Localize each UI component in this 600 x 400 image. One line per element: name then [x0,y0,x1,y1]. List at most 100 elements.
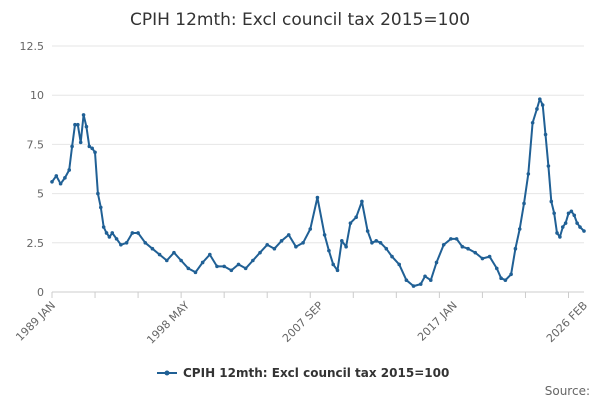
data-point[interactable] [466,246,470,251]
data-point[interactable] [499,276,503,281]
data-point[interactable] [186,266,191,271]
data-point[interactable] [428,278,433,282]
data-point[interactable] [157,252,162,257]
data-point[interactable] [93,150,97,155]
data-point[interactable] [423,274,427,279]
data-point[interactable] [522,201,526,206]
data-point[interactable] [272,246,277,251]
data-point[interactable] [78,140,83,145]
data-point[interactable] [335,268,340,273]
data-point[interactable] [560,225,565,229]
data-point[interactable] [360,199,364,204]
data-point[interactable] [365,229,370,233]
data-point[interactable] [374,239,379,243]
data-point[interactable] [503,278,508,282]
data-point[interactable] [582,229,586,233]
data-point[interactable] [441,242,446,247]
data-point[interactable] [301,241,305,245]
data-point[interactable] [513,246,518,251]
data-point[interactable] [494,266,499,271]
data-point[interactable] [555,231,559,235]
data-point[interactable] [50,179,54,184]
data-point[interactable] [552,211,556,216]
data-point[interactable] [73,122,77,127]
data-point[interactable] [404,278,409,282]
data-point[interactable] [370,241,374,245]
data-point[interactable] [378,241,383,245]
data-point[interactable] [575,221,579,225]
data-point[interactable] [265,242,270,247]
data-point[interactable] [251,258,255,263]
legend-label[interactable]: CPIH 12mth: Excl council tax 2015=100 [183,366,449,380]
data-point[interactable] [215,264,219,269]
data-point[interactable] [119,242,123,247]
data-point[interactable] [322,233,327,237]
data-point[interactable] [454,237,459,241]
data-point[interactable] [538,97,542,101]
data-point[interactable] [286,233,291,237]
data-point[interactable] [578,225,582,229]
data-point[interactable] [98,205,103,210]
data-point[interactable] [572,213,577,218]
data-point[interactable] [449,237,453,241]
data-point[interactable] [236,262,241,267]
data-point[interactable] [354,215,358,220]
data-point[interactable] [473,250,478,255]
data-point[interactable] [164,258,169,263]
data-point[interactable] [179,258,183,263]
data-point[interactable] [540,103,545,107]
data-point[interactable] [63,176,67,180]
data-point[interactable] [569,209,574,214]
data-point[interactable] [258,250,262,255]
data-point[interactable] [331,262,336,267]
data-point[interactable] [509,272,513,277]
data-point[interactable] [222,264,226,269]
data-point[interactable] [110,231,115,235]
data-point[interactable] [107,235,112,239]
data-point[interactable] [104,231,109,235]
data-point[interactable] [90,146,94,151]
data-point[interactable] [526,172,531,176]
data-point[interactable] [566,211,571,216]
data-point[interactable] [340,239,344,243]
data-point[interactable] [487,254,492,259]
data-point[interactable] [58,181,63,186]
data-point[interactable] [434,260,439,265]
data-point[interactable] [384,246,389,251]
data-point[interactable] [308,227,313,231]
data-point[interactable] [193,270,198,275]
data-point[interactable] [279,239,284,243]
data-point[interactable] [150,246,155,251]
data-point[interactable] [87,144,92,149]
data-point[interactable] [530,120,535,125]
data-point[interactable] [101,225,106,229]
data-point[interactable] [558,235,562,239]
data-point[interactable] [124,241,129,245]
data-point[interactable] [517,227,522,231]
data-point[interactable] [243,266,248,271]
data-point[interactable] [208,252,212,257]
data-point[interactable] [535,107,539,111]
data-point[interactable] [411,284,416,288]
legend[interactable]: CPIH 12mth: Excl council tax 2015=100 [157,366,449,380]
data-point[interactable] [480,256,485,261]
data-point[interactable] [200,260,205,265]
data-point[interactable] [114,237,119,241]
data-point[interactable] [397,262,402,267]
data-point[interactable] [563,221,568,225]
data-point[interactable] [172,250,176,255]
data-point[interactable] [315,195,320,200]
data-point[interactable] [96,191,100,196]
data-point[interactable] [76,122,80,127]
data-point[interactable] [67,168,72,172]
data-point[interactable] [546,164,551,168]
data-point[interactable] [70,144,74,149]
data-point[interactable] [143,241,148,245]
data-point[interactable] [229,268,234,273]
data-point[interactable] [460,244,465,249]
data-point[interactable] [327,248,331,253]
data-point[interactable] [549,199,554,204]
data-point[interactable] [294,244,298,249]
data-point[interactable] [130,231,135,235]
data-point[interactable] [84,124,89,129]
